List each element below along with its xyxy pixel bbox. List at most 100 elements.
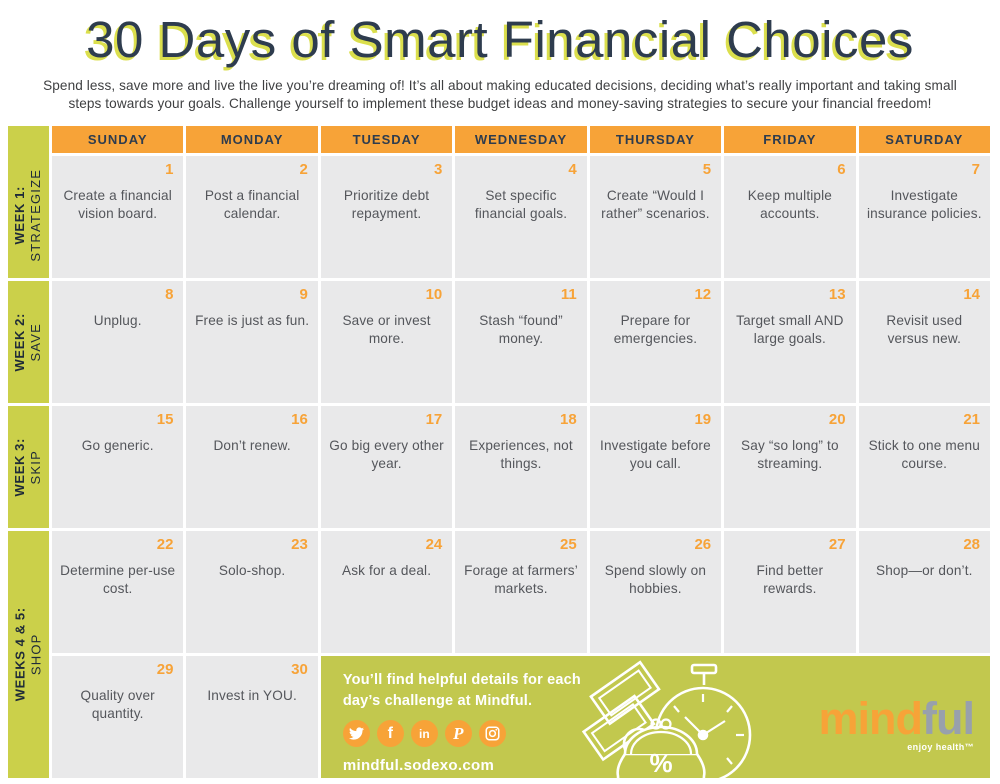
day-number: 13 <box>828 286 846 303</box>
calendar-cell-day-18: 18 Experiences, not things. <box>455 406 587 528</box>
subtitle-line-1: Spend less, save more and live the live … <box>43 78 957 93</box>
day-tip-text: Post a financial calendar. <box>204 188 300 221</box>
day-header-sunday: SUNDAY <box>52 126 184 153</box>
calendar-cell-day-15: 15 Go generic. <box>52 406 184 528</box>
day-number: 14 <box>963 286 980 303</box>
calendar-cell-day-20: 20 Say “so long” to streaming. <box>724 406 856 528</box>
day-tip-text: Prioritize debt repayment. <box>343 188 430 221</box>
calendar-cell-day-13: 13 Target small AND large goals. <box>724 281 856 403</box>
pinterest-glyph: P <box>453 723 464 743</box>
calendar-cell-day-5: 5 Create “Would I rather” scenarios. <box>589 156 722 278</box>
mindful-logo-mind: mind <box>818 693 923 744</box>
day-number: 3 <box>433 161 443 178</box>
day-tip-text: Experiences, not things. <box>469 438 573 471</box>
day-header-saturday: SATURDAY <box>858 126 990 153</box>
calendar-cell-day-16: 16 Don’t renew. <box>186 406 318 528</box>
calendar-cell-day-30: 30 Invest in YOU. <box>186 656 318 778</box>
day-number: 25 <box>560 536 577 553</box>
day-number: 11 <box>560 286 577 303</box>
week-bar-3: WEEK 3: SKIP <box>8 406 49 528</box>
calendar-cell-day-12: 12 Prepare for emergencies. <box>589 281 722 403</box>
day-tip-text: Revisit used versus new. <box>886 313 963 346</box>
day-tip-text: Determine per-use cost. <box>60 563 176 596</box>
day-number: 10 <box>425 286 443 303</box>
day-number: 1 <box>165 161 174 178</box>
calendar-cell-day-28: 28 Shop—or don’t. <box>858 531 990 653</box>
calendar-cell-day-7: 7 Investigate insurance policies. <box>858 156 990 278</box>
calendar-cell-day-19: 19 Investigate before you call. <box>589 406 722 528</box>
week-label-theme: SAVE <box>28 322 44 362</box>
day-tip-text: Spend slowly on hobbies. <box>604 563 707 596</box>
day-number: 15 <box>156 411 174 428</box>
page-title: 30 Days of Smart Financial Choices <box>86 11 914 68</box>
week-label: WEEK 3: SKIP <box>12 438 45 496</box>
day-tip-text: Ask for a deal. <box>341 563 432 578</box>
footer-url-link[interactable]: mindful.sodexo.com <box>342 757 495 775</box>
week-bar-1: WEEK 1: STRATEGIZE <box>8 126 49 278</box>
instagram-icon[interactable] <box>478 720 506 748</box>
day-tip-text: Quality over quantity. <box>80 688 155 721</box>
calendar-cell-day-11: 11 Stash “found” money. <box>455 281 587 403</box>
day-tip-text: Investigate insurance policies. <box>866 188 982 221</box>
day-number: 30 <box>291 661 308 678</box>
day-tip-text: Say “so long” to streaming. <box>741 438 839 471</box>
day-number: 17 <box>425 411 443 428</box>
pinterest-icon[interactable]: P <box>444 720 472 748</box>
day-header-friday: FRIDAY <box>724 126 856 153</box>
day-number: 9 <box>299 286 308 303</box>
mindful-logo: mindful enjoy health™ <box>818 693 975 752</box>
calendar-cell-day-14: 14 Revisit used versus new. <box>858 281 990 403</box>
calendar-cell-day-22: 22 Determine per-use cost. <box>52 531 184 653</box>
day-tip-text: Don’t renew. <box>213 438 291 453</box>
calendar-cell-day-29: 29 Quality over quantity. <box>52 656 184 778</box>
day-number: 27 <box>828 536 846 553</box>
day-header-wednesday: WEDNESDAY <box>455 126 587 153</box>
social-icons-row: f in P <box>342 720 990 748</box>
day-number: 7 <box>971 161 980 178</box>
day-tip-text: Unplug. <box>93 313 142 328</box>
week-label-number: WEEK 3: <box>12 437 28 497</box>
footer-block: You’ll find helpful details for each day… <box>320 656 990 778</box>
week-label-theme: SKIP <box>28 449 44 485</box>
week-label: WEEK 2: SAVE <box>12 313 45 371</box>
twitter-icon[interactable] <box>342 720 370 748</box>
calendar-cell-day-25: 25 Forage at farmers’ markets. <box>455 531 587 653</box>
mindful-logo-tagline: enjoy health™ <box>907 742 974 752</box>
subtitle-line-2: steps towards your goals. Challenge your… <box>68 95 932 111</box>
day-number: 20 <box>828 411 846 428</box>
facebook-icon[interactable]: f <box>376 720 404 748</box>
mindful-logo-ful: ful <box>922 693 975 744</box>
calendar-cell-day-1: 1 Create a financial vision board. <box>52 156 184 278</box>
day-number: 18 <box>560 411 577 428</box>
day-tip-text: Save or invest more. <box>342 313 431 346</box>
linkedin-glyph: in <box>419 726 430 741</box>
week-label-theme: SHOP <box>28 633 44 676</box>
footer-message-line-2: day’s challenge at Mindful. <box>342 692 533 709</box>
linkedin-icon[interactable]: in <box>410 720 438 748</box>
day-header-monday: MONDAY <box>186 126 318 153</box>
footer-message-line-1: You’ll find helpful details for each <box>342 672 581 688</box>
calendar-cell-day-21: 21 Stick to one menu course. <box>858 406 990 528</box>
day-tip-text: Solo-shop. <box>218 563 286 578</box>
day-tip-text: Find better rewards. <box>756 563 824 596</box>
day-number: 12 <box>694 286 712 303</box>
day-number: 21 <box>963 411 980 428</box>
calendar-cell-day-4: 4 Set specific financial goals. <box>455 156 587 278</box>
day-number: 5 <box>702 161 712 178</box>
day-tip-text: Stash “found” money. <box>479 313 563 346</box>
day-tip-text: Go generic. <box>81 438 154 453</box>
day-number: 6 <box>837 161 846 178</box>
day-number: 23 <box>291 536 308 553</box>
calendar-cell-day-2: 2 Post a financial calendar. <box>186 156 318 278</box>
calendar-cell-day-9: 9 Free is just as fun. <box>186 281 318 403</box>
week-bar-2: WEEK 2: SAVE <box>8 281 49 403</box>
day-tip-text: Set specific financial goals. <box>474 188 568 221</box>
calendar-cell-day-6: 6 Keep multiple accounts. <box>724 156 856 278</box>
day-tip-text: Forage at farmers’ markets. <box>464 563 578 596</box>
day-number: 4 <box>568 161 577 178</box>
day-tip-text: Create a financial vision board. <box>63 188 172 221</box>
calendar-cell-day-8: 8 Unplug. <box>52 281 184 403</box>
day-tip-text: Create “Would I rather” scenarios. <box>601 188 710 221</box>
purse-percent-symbol: % <box>649 748 672 778</box>
day-number: 28 <box>963 536 980 553</box>
